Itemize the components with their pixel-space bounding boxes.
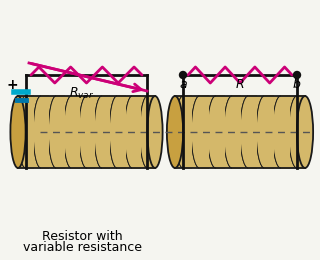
Ellipse shape bbox=[79, 96, 94, 168]
Ellipse shape bbox=[224, 96, 240, 168]
Ellipse shape bbox=[48, 96, 64, 168]
Ellipse shape bbox=[289, 96, 305, 168]
Bar bbox=[183, 95, 192, 169]
Text: variable resistance: variable resistance bbox=[22, 241, 141, 254]
Bar bbox=[71, 95, 80, 169]
Ellipse shape bbox=[167, 96, 183, 168]
Ellipse shape bbox=[109, 96, 124, 168]
Ellipse shape bbox=[10, 96, 26, 168]
Ellipse shape bbox=[256, 96, 273, 168]
Bar bbox=[216, 95, 225, 169]
Ellipse shape bbox=[297, 96, 313, 168]
Ellipse shape bbox=[240, 96, 256, 168]
Ellipse shape bbox=[148, 96, 163, 168]
Bar bbox=[26, 95, 34, 169]
Ellipse shape bbox=[273, 96, 289, 168]
Text: $b$: $b$ bbox=[292, 77, 302, 91]
Ellipse shape bbox=[94, 96, 109, 168]
Text: $a$: $a$ bbox=[179, 78, 188, 91]
Ellipse shape bbox=[191, 96, 207, 168]
Ellipse shape bbox=[224, 96, 240, 168]
Ellipse shape bbox=[18, 96, 33, 168]
Ellipse shape bbox=[64, 96, 79, 168]
Ellipse shape bbox=[124, 96, 140, 168]
Bar bbox=[117, 95, 125, 169]
Text: $R_{var}$: $R_{var}$ bbox=[69, 86, 94, 101]
Text: +: + bbox=[6, 78, 18, 92]
Ellipse shape bbox=[240, 96, 256, 168]
Ellipse shape bbox=[33, 96, 48, 168]
Bar bbox=[232, 95, 241, 169]
Ellipse shape bbox=[207, 96, 224, 168]
Ellipse shape bbox=[64, 96, 79, 168]
Ellipse shape bbox=[48, 96, 64, 168]
Bar bbox=[264, 95, 274, 169]
Ellipse shape bbox=[175, 96, 191, 168]
Ellipse shape bbox=[79, 96, 94, 168]
Ellipse shape bbox=[18, 96, 33, 168]
Bar bbox=[248, 95, 257, 169]
Bar bbox=[132, 95, 141, 169]
Bar bbox=[281, 95, 290, 169]
Bar bbox=[86, 95, 95, 169]
Bar bbox=[41, 95, 50, 169]
Bar bbox=[297, 95, 306, 169]
Bar bbox=[56, 95, 65, 169]
Ellipse shape bbox=[273, 96, 289, 168]
Ellipse shape bbox=[140, 96, 155, 168]
Text: Resistor with: Resistor with bbox=[42, 230, 122, 243]
Circle shape bbox=[180, 72, 187, 79]
Text: $R$: $R$ bbox=[235, 78, 245, 91]
Ellipse shape bbox=[289, 96, 305, 168]
Bar bbox=[175, 96, 305, 168]
Ellipse shape bbox=[140, 96, 155, 168]
Ellipse shape bbox=[256, 96, 273, 168]
Bar bbox=[199, 95, 209, 169]
Ellipse shape bbox=[109, 96, 124, 168]
Ellipse shape bbox=[33, 96, 48, 168]
Ellipse shape bbox=[175, 96, 191, 168]
Ellipse shape bbox=[94, 96, 109, 168]
Bar bbox=[102, 95, 110, 169]
Ellipse shape bbox=[191, 96, 207, 168]
Circle shape bbox=[293, 72, 300, 79]
Bar bbox=[148, 95, 156, 169]
Bar bbox=[18, 96, 155, 168]
Ellipse shape bbox=[207, 96, 224, 168]
Ellipse shape bbox=[124, 96, 140, 168]
